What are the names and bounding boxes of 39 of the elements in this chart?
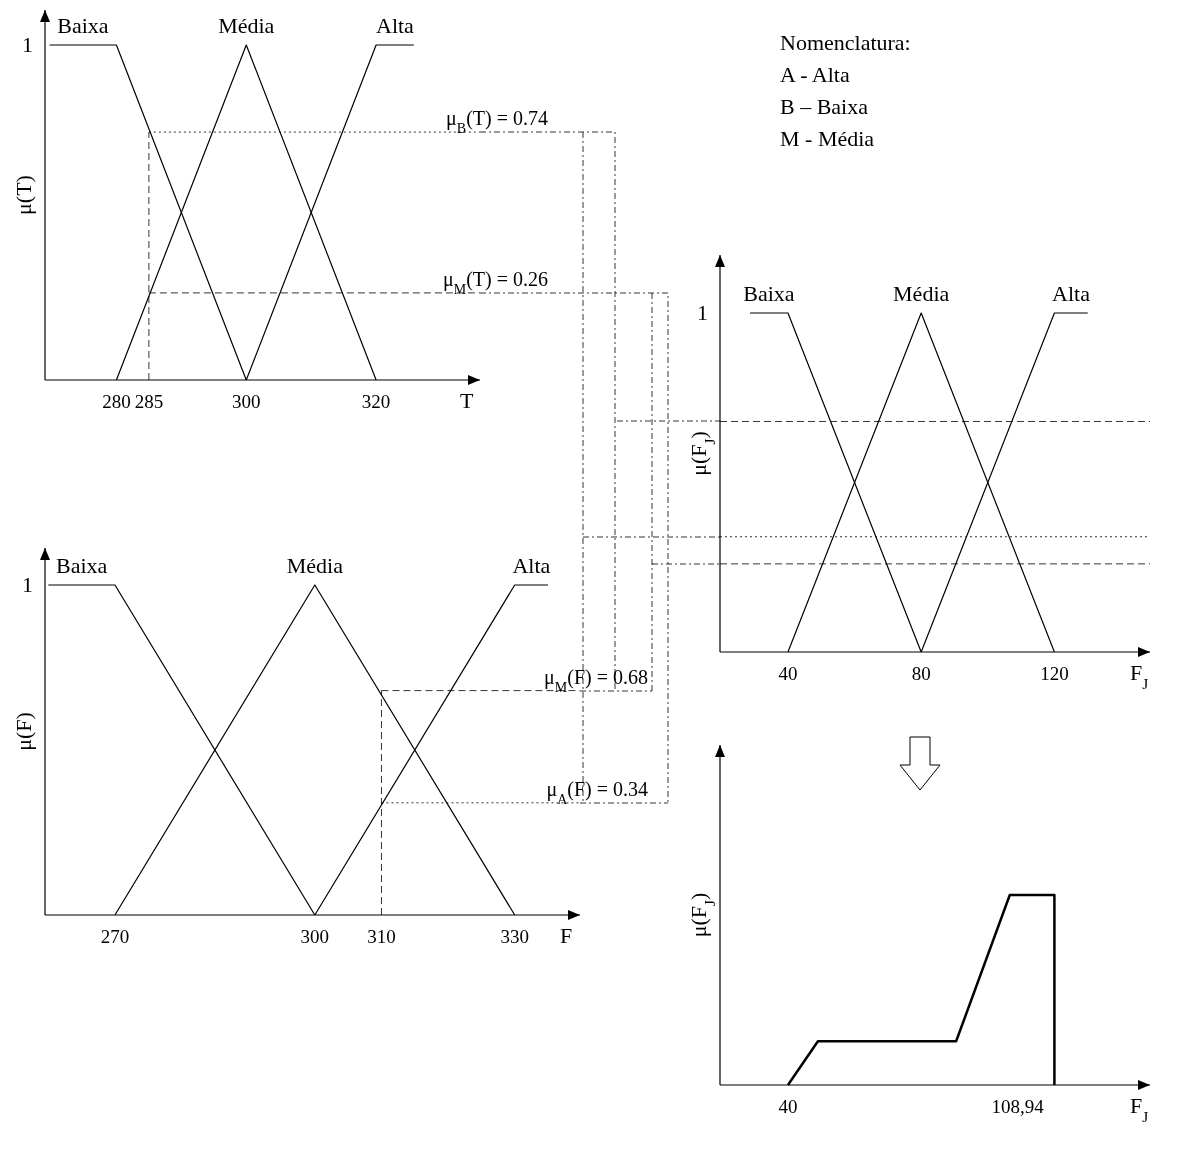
ref-line-label: μ$_{M}$(F) = 0.68 <box>544 665 648 695</box>
x-tick-label: 120 <box>1040 663 1069 684</box>
series-label: Média <box>893 281 950 306</box>
legend-label: Baixa <box>57 13 109 38</box>
x-tick-label: 270 <box>100 926 130 947</box>
series-label: Alta <box>1052 281 1091 306</box>
series-label: Alta <box>376 13 415 38</box>
x-tick-label: 80 <box>911 663 931 684</box>
series-label: Alta <box>512 553 551 578</box>
legend-label: Baixa <box>55 553 108 578</box>
x-tick-label: 330 <box>500 926 529 947</box>
x-tick-label: 40 <box>778 1096 798 1117</box>
text: Nomenclatura: <box>780 30 911 55</box>
x-axis-title: T <box>460 388 474 413</box>
x-tick-label: 280 <box>102 391 131 412</box>
x-tick-label: 300 <box>300 926 330 947</box>
y-axis-title: μ(F) <box>11 712 36 751</box>
x-tick-label: 310 <box>367 926 396 947</box>
series-label: Baixa <box>743 281 795 306</box>
text: 1 <box>22 572 33 597</box>
x-axis-title: F$_{J}$ <box>1130 1093 1149 1125</box>
text: B – Baixa <box>780 94 869 119</box>
x-axis-title: F$_{J}$ <box>1130 660 1149 692</box>
ref-line-label: μ$_{B}$(T) = 0.74 <box>446 107 548 136</box>
series-label: Média <box>286 553 344 578</box>
ref-line-label: μ$_{A}$(F) = 0.34 <box>546 777 648 807</box>
y-axis-title: μ(T) <box>11 175 36 215</box>
ref-line-label: μ$_{M}$(T) = 0.26 <box>442 267 548 297</box>
x-tick-label: 300 <box>232 391 261 412</box>
x-axis-title: F <box>560 923 573 948</box>
series-label: Média <box>218 13 275 38</box>
text: A - Alta <box>780 62 850 87</box>
text: M - Média <box>780 126 875 151</box>
x-tick-label: 40 <box>778 663 798 684</box>
x-tick-label: 285 <box>134 391 164 412</box>
text: 1 <box>697 300 708 325</box>
x-tick-label: 320 <box>361 391 391 412</box>
text: 1 <box>22 32 33 57</box>
x-tick-label: 108,94 <box>991 1096 1045 1117</box>
